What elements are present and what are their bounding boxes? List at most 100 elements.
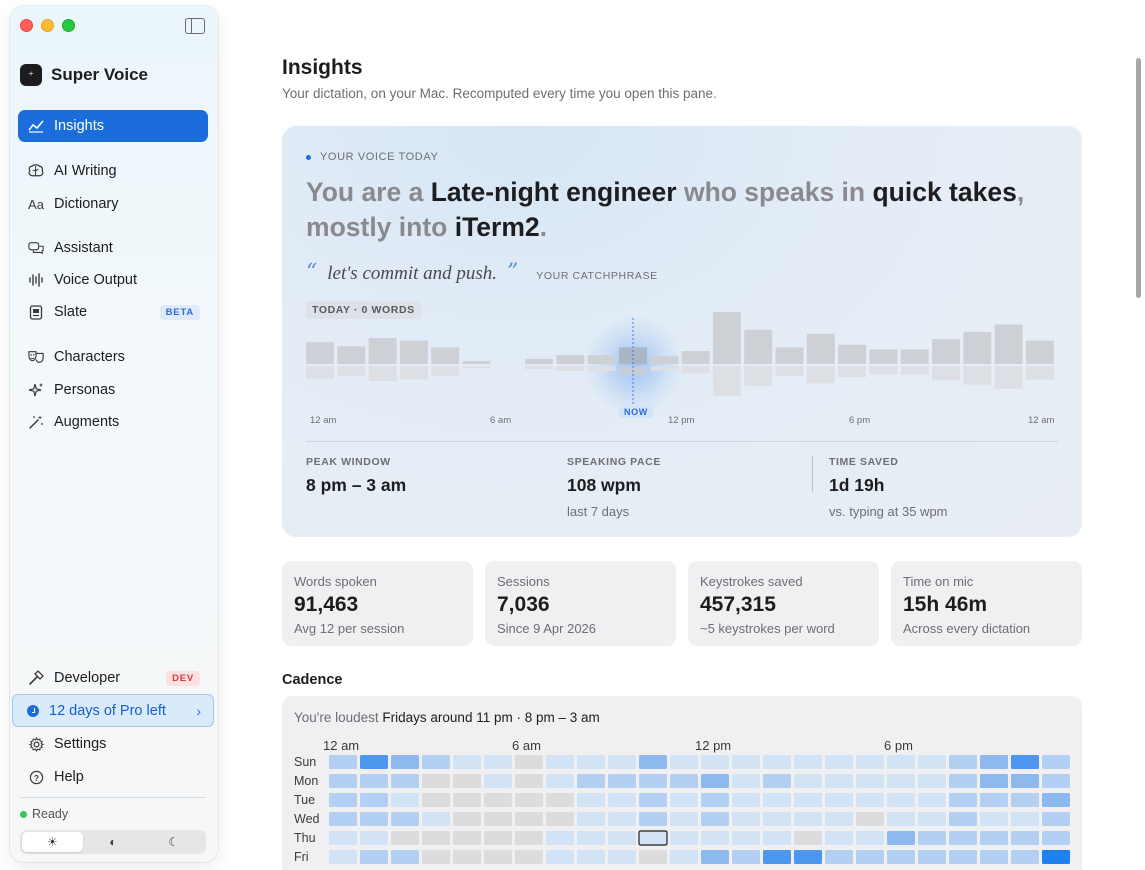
heatmap-cell[interactable] [329,793,357,807]
heatmap-cell[interactable] [546,774,574,788]
heatmap-cell[interactable] [515,831,543,845]
heatmap-cell[interactable] [577,831,605,845]
heatmap-cell[interactable] [329,831,357,845]
heatmap-cell[interactable] [639,755,667,769]
heatmap-cell[interactable] [546,755,574,769]
heatmap-cell[interactable] [794,774,822,788]
heatmap-cell[interactable] [484,755,512,769]
heatmap-cell[interactable] [546,793,574,807]
heatmap-cell[interactable] [825,831,853,845]
heatmap-cell[interactable] [391,831,419,845]
heatmap-cell[interactable] [670,793,698,807]
heatmap-cell[interactable] [360,793,388,807]
heatmap-cell[interactable] [918,812,946,826]
heatmap-cell[interactable] [577,793,605,807]
heatmap-cell[interactable] [918,850,946,864]
heatmap-cell[interactable] [670,812,698,826]
heatmap-cell[interactable] [980,755,1008,769]
heatmap-cell[interactable] [794,831,822,845]
heatmap-cell[interactable] [856,755,884,769]
heatmap-cell[interactable] [515,755,543,769]
sidebar-item-settings[interactable]: Settings [18,728,208,760]
heatmap-cell[interactable] [1011,755,1039,769]
heatmap-cell[interactable] [732,793,760,807]
heatmap-cell[interactable] [701,850,729,864]
heatmap-cell[interactable] [391,850,419,864]
pro-trial-button[interactable]: 12 days of Pro left › [12,694,214,727]
heatmap-cell[interactable] [794,812,822,826]
heatmap-cell[interactable] [422,755,450,769]
heatmap-cell[interactable] [949,831,977,845]
heatmap-cell[interactable] [825,793,853,807]
heatmap-cell[interactable] [639,812,667,826]
heatmap-cell[interactable] [422,850,450,864]
heatmap-cell[interactable] [391,755,419,769]
sidebar-item-help[interactable]: ? Help [18,761,208,793]
heatmap-cell[interactable] [949,793,977,807]
heatmap-cell[interactable] [577,755,605,769]
heatmap-cell[interactable] [856,774,884,788]
theme-light-button[interactable]: ☀ [22,832,83,852]
heatmap-cell[interactable] [422,793,450,807]
heatmap-cell[interactable] [608,812,636,826]
heatmap-cell[interactable] [670,831,698,845]
heatmap-cell[interactable] [639,774,667,788]
heatmap-cell[interactable] [422,774,450,788]
heatmap-cell[interactable] [453,793,481,807]
heatmap-cell[interactable] [856,850,884,864]
heatmap-cell[interactable] [1011,812,1039,826]
heatmap-cell[interactable] [360,755,388,769]
heatmap-cell[interactable] [484,774,512,788]
heatmap-cell[interactable] [1042,774,1070,788]
heatmap-cell[interactable] [638,830,668,846]
heatmap-cell[interactable] [1011,774,1039,788]
heatmap-cell[interactable] [701,774,729,788]
sidebar-item-assistant[interactable]: Assistant [18,232,208,264]
heatmap-cell[interactable] [484,850,512,864]
heatmap-cell[interactable] [949,812,977,826]
heatmap-cell[interactable] [794,755,822,769]
minimize-window-button[interactable] [41,19,54,32]
heatmap-cell[interactable] [825,755,853,769]
heatmap-cell[interactable] [608,755,636,769]
heatmap-cell[interactable] [949,850,977,864]
heatmap-cell[interactable] [329,755,357,769]
sidebar-item-insights[interactable]: Insights [18,110,208,142]
heatmap-cell[interactable] [701,831,729,845]
heatmap-cell[interactable] [732,850,760,864]
heatmap-cell[interactable] [887,755,915,769]
sidebar-item-slate[interactable]: Slate BETA [18,296,208,328]
heatmap-cell[interactable] [856,831,884,845]
heatmap-cell[interactable] [515,793,543,807]
heatmap-cell[interactable] [391,774,419,788]
heatmap-cell[interactable] [1042,793,1070,807]
heatmap-cell[interactable] [608,774,636,788]
heatmap-cell[interactable] [546,850,574,864]
heatmap-cell[interactable] [887,774,915,788]
heatmap-cell[interactable] [639,850,667,864]
heatmap-cell[interactable] [391,793,419,807]
heatmap-cell[interactable] [980,850,1008,864]
heatmap-cell[interactable] [887,850,915,864]
heatmap-cell[interactable] [1042,812,1070,826]
heatmap-cell[interactable] [701,812,729,826]
heatmap-cell[interactable] [484,793,512,807]
heatmap-cell[interactable] [1011,850,1039,864]
scrollbar[interactable] [1136,58,1141,298]
heatmap-cell[interactable] [515,812,543,826]
heatmap-cell[interactable] [515,774,543,788]
heatmap-cell[interactable] [422,831,450,845]
heatmap-cell[interactable] [515,850,543,864]
heatmap-cell[interactable] [360,850,388,864]
sidebar-item-ai-writing[interactable]: AI Writing [18,155,208,187]
heatmap-cell[interactable] [949,774,977,788]
heatmap-cell[interactable] [608,793,636,807]
heatmap-cell[interactable] [1042,850,1070,864]
heatmap-cell[interactable] [763,850,791,864]
heatmap-cell[interactable] [918,831,946,845]
heatmap-cell[interactable] [918,793,946,807]
close-window-button[interactable] [20,19,33,32]
sidebar-item-developer[interactable]: Developer DEV [18,662,208,694]
heatmap-cell[interactable] [763,755,791,769]
heatmap-cell[interactable] [608,850,636,864]
